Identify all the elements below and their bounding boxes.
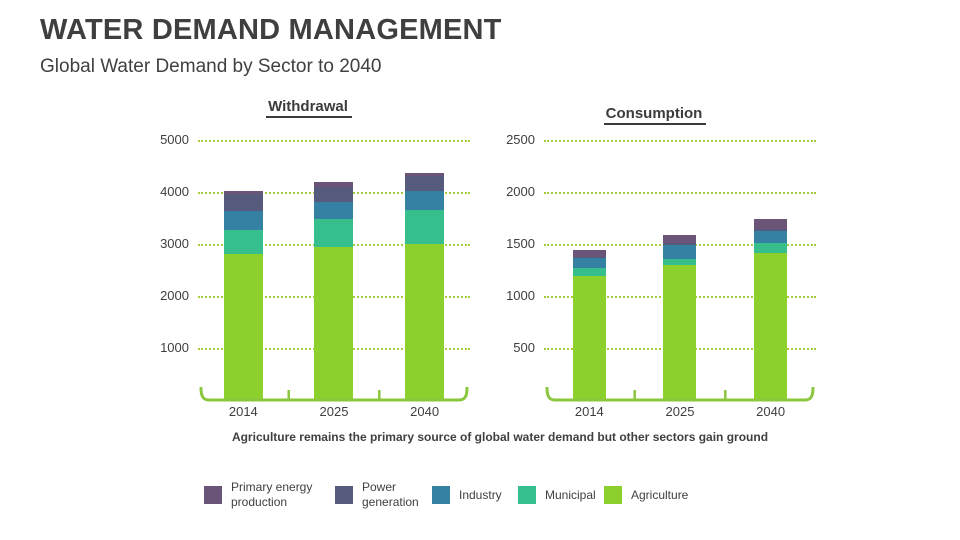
bars-group	[198, 140, 470, 399]
x-axis-category-label: 2014	[228, 404, 258, 419]
bar-segment-primary_energy_production-2025	[314, 182, 354, 188]
withdrawal-plot-area	[198, 140, 470, 402]
legend-swatch-agriculture	[604, 486, 622, 504]
legend-label: Agriculture	[631, 487, 689, 502]
bar-segment-industry-2025	[314, 201, 354, 219]
withdrawal-chart-title: Withdrawal	[266, 98, 352, 118]
bar-segment-municipal-2014	[223, 230, 263, 255]
legend-label: Industry	[459, 487, 502, 502]
legend-swatch-industry	[432, 486, 450, 504]
consumption-chart-body: 2500 2000 1500 1000 500	[494, 132, 816, 402]
bar-segment-municipal-2040	[754, 243, 788, 254]
y-axis-tick-label: 500	[513, 340, 535, 355]
stacked-bar-2040	[754, 219, 788, 399]
bar-segment-industry-2025	[663, 244, 697, 259]
bar-segment-municipal-2025	[663, 258, 697, 265]
chart-legend: Primary energy production Power generatio…	[204, 480, 824, 510]
stacked-bar-2014	[223, 191, 263, 399]
bar-segment-primary_energy_production-2014	[572, 250, 606, 257]
y-axis-tick-label: 3000	[160, 236, 189, 251]
bar-segment-power_generation-2014	[572, 256, 606, 259]
legend-swatch-municipal	[518, 486, 536, 504]
y-axis-tick-label: 1000	[160, 340, 189, 355]
bar-segment-primary_energy_production-2040	[754, 219, 788, 229]
legend-label: Municipal	[545, 487, 596, 502]
withdrawal-chart: Withdrawal 5000 4000 3000 2000 1000 2014 2025…	[148, 98, 470, 419]
consumption-chart-title-row: Consumption	[494, 98, 816, 125]
stacked-bar-2014	[572, 250, 606, 399]
bar-segment-power_generation-2040	[754, 229, 788, 231]
y-axis-tick-label: 1500	[506, 236, 535, 251]
bar-segment-primary_energy_production-2040	[405, 172, 445, 177]
chart-annotation: Agriculture remains the primary source o…	[231, 430, 769, 444]
legend-item-agriculture: Agriculture	[604, 486, 688, 504]
withdrawal-y-axis: 5000 4000 3000 2000 1000	[148, 132, 198, 400]
bar-segment-industry-2014	[223, 210, 263, 231]
x-axis-category-label: 2025	[319, 404, 349, 419]
y-axis-tick-label: 2000	[506, 184, 535, 199]
consumption-plot-area	[544, 140, 816, 402]
x-axis-category-label: 2014	[574, 404, 604, 419]
bar-segment-agriculture-2040	[405, 243, 445, 399]
stacked-bar-2025	[314, 182, 354, 399]
bar-segment-agriculture-2040	[754, 253, 788, 399]
page-subtitle: Global Water Demand by Sector to 2040	[40, 56, 382, 77]
bar-segment-power_generation-2025	[663, 243, 697, 245]
legend-label: Primary energy production	[231, 480, 313, 509]
consumption-chart: Consumption 2500 2000 1500 1000 500 2014 2025…	[494, 98, 816, 419]
legend-item-primary_energy_production: Primary energy production	[204, 480, 335, 510]
bar-segment-power_generation-2025	[314, 187, 354, 202]
bar-segment-industry-2040	[754, 230, 788, 244]
gridline	[544, 192, 816, 194]
bar-segment-primary_energy_production-2025	[663, 234, 697, 244]
y-axis-tick-label: 2000	[160, 288, 189, 303]
bars-group	[544, 140, 816, 399]
y-axis-tick-label: 2500	[506, 132, 535, 147]
bar-segment-industry-2040	[405, 191, 445, 210]
stacked-bar-2040	[405, 172, 445, 399]
withdrawal-x-axis-labels: 2014 2025 2040	[198, 404, 470, 419]
x-axis-category-label: 2040	[756, 404, 786, 419]
bar-segment-primary_energy_production-2014	[223, 191, 263, 195]
legend-item-power_generation: Power generation	[335, 480, 432, 510]
bar-segment-municipal-2040	[405, 209, 445, 244]
bar-segment-agriculture-2014	[223, 254, 263, 399]
bar-segment-agriculture-2014	[572, 276, 606, 399]
bar-segment-municipal-2014	[572, 268, 606, 277]
x-axis-bracket	[199, 387, 469, 402]
gridline	[544, 140, 816, 142]
consumption-y-axis: 2500 2000 1500 1000 500	[494, 132, 544, 400]
x-axis-category-label: 2025	[665, 404, 695, 419]
withdrawal-chart-body: 5000 4000 3000 2000 1000	[148, 132, 470, 402]
legend-item-municipal: Municipal	[518, 486, 604, 504]
consumption-chart-title: Consumption	[603, 105, 707, 125]
legend-swatch-primary_energy_production	[204, 486, 222, 504]
slide-header: WATER DEMAND MANAGEMENT Global Water Dem…	[40, 14, 920, 78]
legend-swatch-power_generation	[335, 486, 353, 504]
gridline	[198, 140, 470, 142]
bar-segment-industry-2014	[572, 258, 606, 269]
withdrawal-chart-title-row: Withdrawal	[148, 98, 470, 122]
bar-segment-municipal-2025	[314, 218, 354, 248]
x-axis-category-label: 2040	[410, 404, 440, 419]
bar-segment-power_generation-2014	[223, 194, 263, 211]
consumption-x-axis-labels: 2014 2025 2040	[544, 404, 816, 419]
bar-segment-power_generation-2040	[405, 176, 445, 192]
x-axis-bracket	[545, 387, 815, 402]
legend-label: Power generation	[362, 480, 419, 509]
y-axis-tick-label: 1000	[506, 288, 535, 303]
bar-segment-agriculture-2025	[663, 264, 697, 399]
stacked-bar-2025	[663, 234, 697, 399]
legend-item-industry: Industry	[432, 486, 518, 504]
y-axis-tick-label: 4000	[160, 184, 189, 199]
page-title: WATER DEMAND MANAGEMENT	[40, 14, 502, 46]
bar-segment-agriculture-2025	[314, 247, 354, 399]
y-axis-tick-label: 5000	[160, 132, 189, 147]
